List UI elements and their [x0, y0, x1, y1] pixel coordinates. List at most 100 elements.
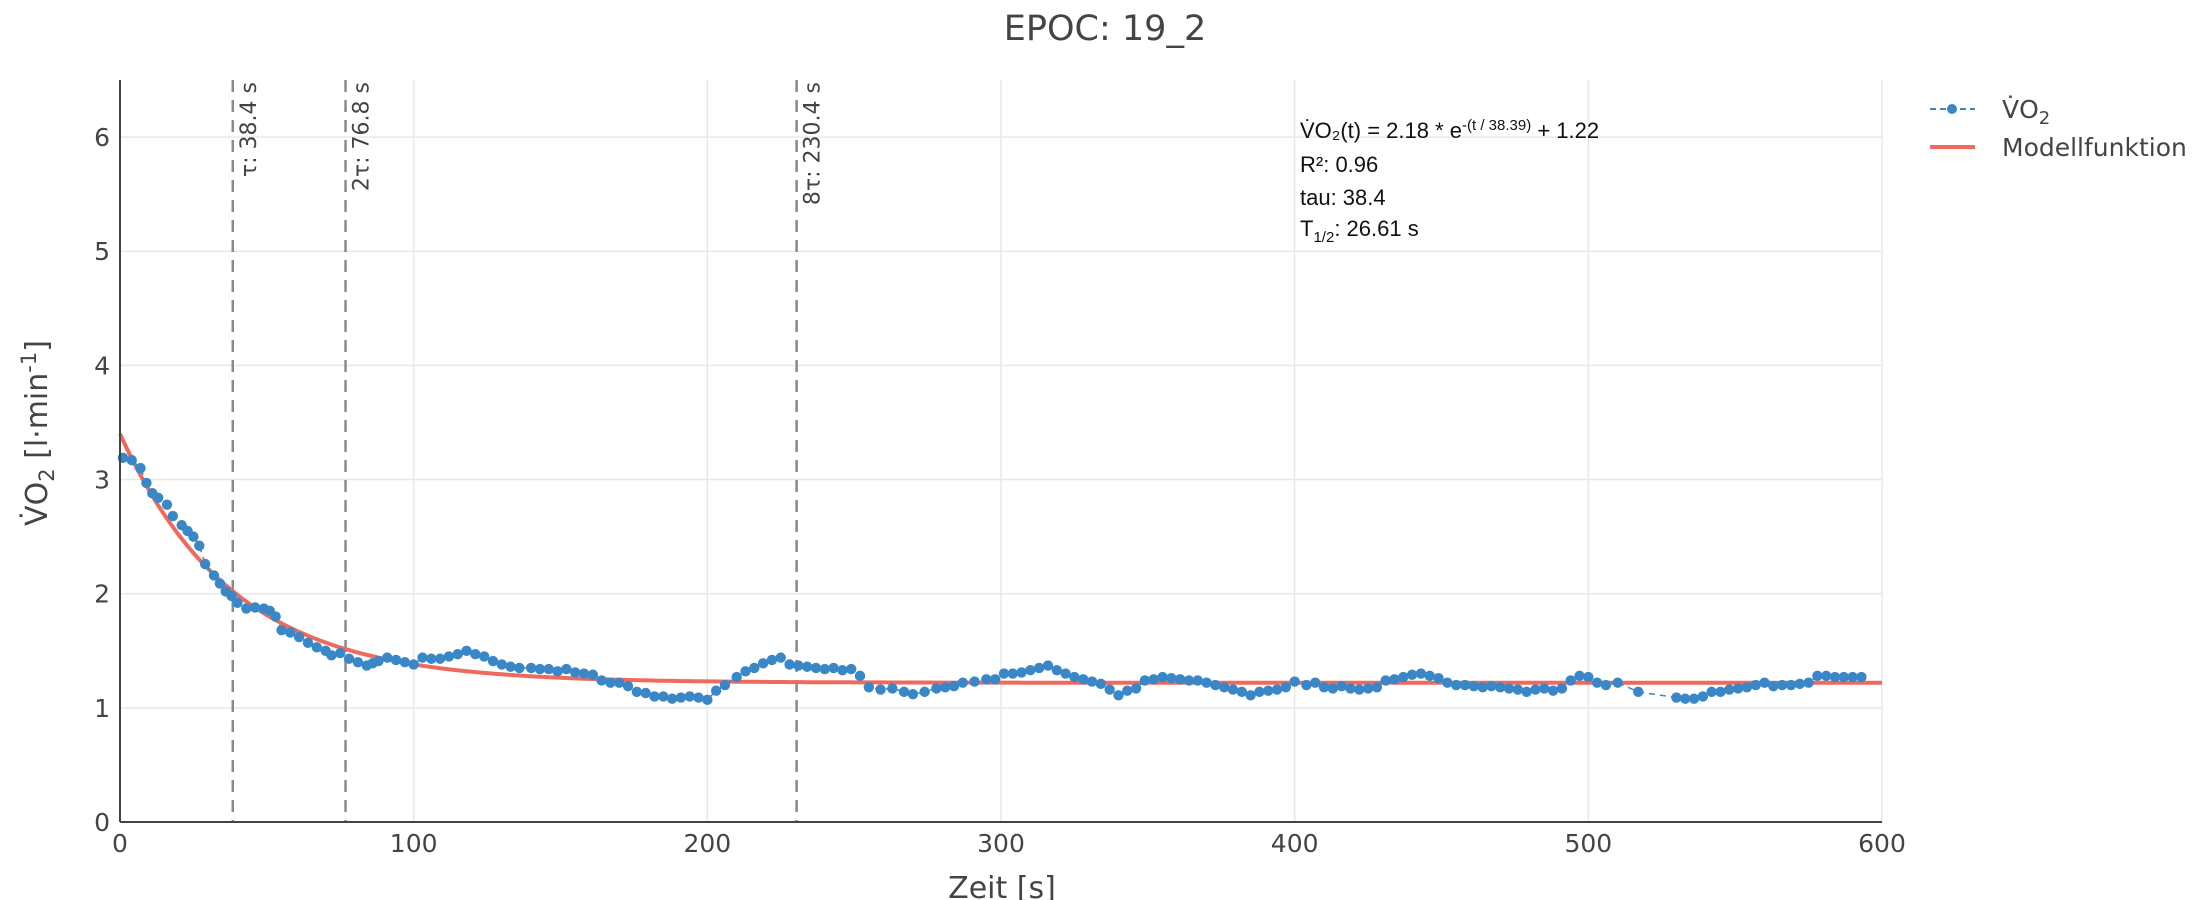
data-point — [1380, 675, 1391, 686]
data-point — [1706, 686, 1717, 698]
data-point — [390, 654, 402, 666]
data-point — [1113, 690, 1124, 701]
series-line — [122, 457, 1862, 701]
data-point — [1759, 677, 1770, 688]
data-point — [326, 650, 337, 661]
data-point — [1838, 671, 1850, 683]
legend-item-vo2[interactable]: V̇O2 — [1930, 95, 2050, 129]
data-point — [1166, 672, 1177, 684]
x-tick-label: 300 — [977, 829, 1025, 858]
y-tick-label: 5 — [94, 237, 110, 266]
data-point — [775, 652, 786, 663]
data-point — [1803, 677, 1814, 688]
data-point — [957, 677, 969, 688]
data-point — [1078, 674, 1089, 685]
y-axis-title-close: ] — [20, 340, 55, 352]
y-axis-title-sub: 2 — [35, 468, 59, 481]
data-point — [675, 692, 687, 703]
data-point — [631, 686, 643, 698]
data-point — [1821, 670, 1832, 682]
data-point — [426, 653, 437, 664]
data-point — [887, 683, 898, 694]
data-point — [1051, 664, 1062, 676]
data-point — [1148, 674, 1159, 685]
data-point — [998, 668, 1010, 679]
data-point — [552, 666, 563, 677]
data-point — [1174, 674, 1186, 685]
data-point — [505, 661, 516, 672]
data-point — [1227, 684, 1239, 695]
data-point — [1345, 683, 1356, 694]
x-tick-label: 400 — [1271, 829, 1319, 858]
data-point — [1847, 671, 1858, 683]
data-point — [828, 662, 839, 674]
data-point — [293, 631, 305, 643]
data-point — [249, 602, 261, 613]
data-point — [1539, 683, 1550, 694]
data-point — [1271, 684, 1283, 695]
data-point — [285, 627, 296, 638]
reference-line-label: 8τ: 230.4 s — [801, 82, 826, 205]
data-point — [188, 531, 199, 542]
data-point — [693, 692, 704, 703]
data-point — [525, 662, 537, 674]
data-point — [208, 570, 220, 581]
data-point — [1389, 674, 1400, 685]
data-point — [1612, 677, 1623, 688]
x-tick-label: 200 — [683, 829, 731, 858]
data-point — [1574, 670, 1585, 682]
data-point — [1741, 682, 1753, 693]
data-point — [373, 655, 384, 667]
annotation-eq-suffix: + 1.22 — [1531, 118, 1599, 143]
data-point — [434, 653, 446, 664]
y-tick-labels: 0 1 2 3 4 5 6 — [94, 123, 110, 837]
annotation-thalf-sub: 1/2 — [1313, 229, 1334, 246]
data-point — [461, 645, 472, 656]
data-point — [1750, 679, 1761, 691]
annotation-eq-prefix: V̇O₂(t) = 2.18 * e — [1300, 118, 1462, 143]
data-point — [1468, 680, 1480, 692]
data-point — [819, 663, 830, 675]
data-point — [214, 578, 226, 589]
data-point — [1033, 662, 1045, 674]
data-point — [1095, 678, 1107, 690]
data-point — [270, 611, 281, 622]
annotation-thalf-rest: : 26.61 s — [1334, 216, 1418, 241]
data-point — [684, 691, 695, 702]
data-point — [1724, 684, 1735, 695]
data-point — [1688, 693, 1700, 704]
data-point — [1398, 671, 1409, 683]
legend[interactable]: V̇O2 Modellfunktion — [1930, 95, 2187, 162]
data-point — [605, 677, 616, 688]
data-point — [135, 462, 146, 474]
data-point — [1459, 679, 1471, 691]
data-point — [622, 680, 634, 692]
reference-line-label: τ: 38.4 s — [237, 82, 262, 177]
x-tick-label: 600 — [1858, 829, 1906, 858]
chart-title: EPOC: 19_2 — [1004, 9, 1206, 49]
data-point — [731, 671, 742, 683]
legend-item-model[interactable]: Modellfunktion — [1930, 133, 2187, 162]
data-point — [478, 651, 490, 662]
data-point — [907, 688, 919, 700]
y-tick-label: 6 — [94, 123, 110, 152]
data-point — [1183, 675, 1195, 686]
data-point — [948, 680, 960, 692]
data-point — [543, 663, 554, 675]
data-point — [1556, 683, 1568, 694]
y-tick-label: 4 — [94, 351, 110, 380]
data-point — [1547, 685, 1559, 696]
data-point — [1591, 677, 1603, 688]
data-point — [194, 540, 205, 551]
y-tick-label: 1 — [94, 694, 110, 723]
data-point — [1406, 669, 1418, 680]
data-point — [167, 510, 179, 522]
data-point — [1433, 672, 1444, 684]
data-point — [784, 659, 795, 670]
data-point — [1122, 685, 1133, 696]
data-point — [1521, 686, 1532, 698]
data-point — [1236, 686, 1248, 698]
y-axis-title: V̇O2 [l·min-1] — [17, 340, 59, 526]
data-point — [710, 685, 722, 696]
